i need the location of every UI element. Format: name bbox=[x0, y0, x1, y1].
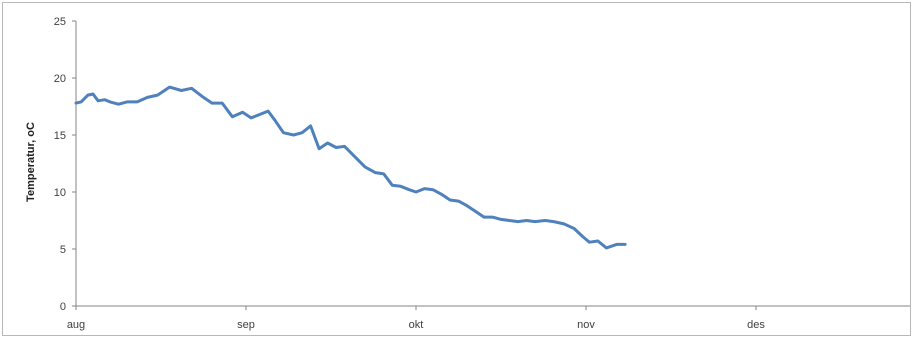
y-axis-title: Temperatur, oC bbox=[25, 122, 37, 202]
x-tick-label: des bbox=[747, 319, 765, 331]
x-tick-label: sep bbox=[237, 319, 255, 331]
y-tick-label: 10 bbox=[54, 187, 66, 199]
y-tick-label: 5 bbox=[60, 244, 66, 256]
y-tick-label: 15 bbox=[54, 130, 66, 142]
tick-labels: 0 5 10 15 20 25 aug sep okt nov des bbox=[54, 16, 766, 331]
y-tick-label: 0 bbox=[60, 301, 66, 313]
x-tick-label: nov bbox=[577, 319, 595, 331]
y-tick-label: 20 bbox=[54, 73, 66, 85]
y-tick-label: 25 bbox=[54, 16, 66, 28]
x-tick-label: aug bbox=[67, 319, 85, 331]
series-line-0 bbox=[74, 85, 627, 250]
axes bbox=[72, 20, 910, 310]
series-lines bbox=[74, 85, 627, 250]
x-tick-label: okt bbox=[409, 319, 424, 331]
chart-frame bbox=[2, 2, 911, 336]
